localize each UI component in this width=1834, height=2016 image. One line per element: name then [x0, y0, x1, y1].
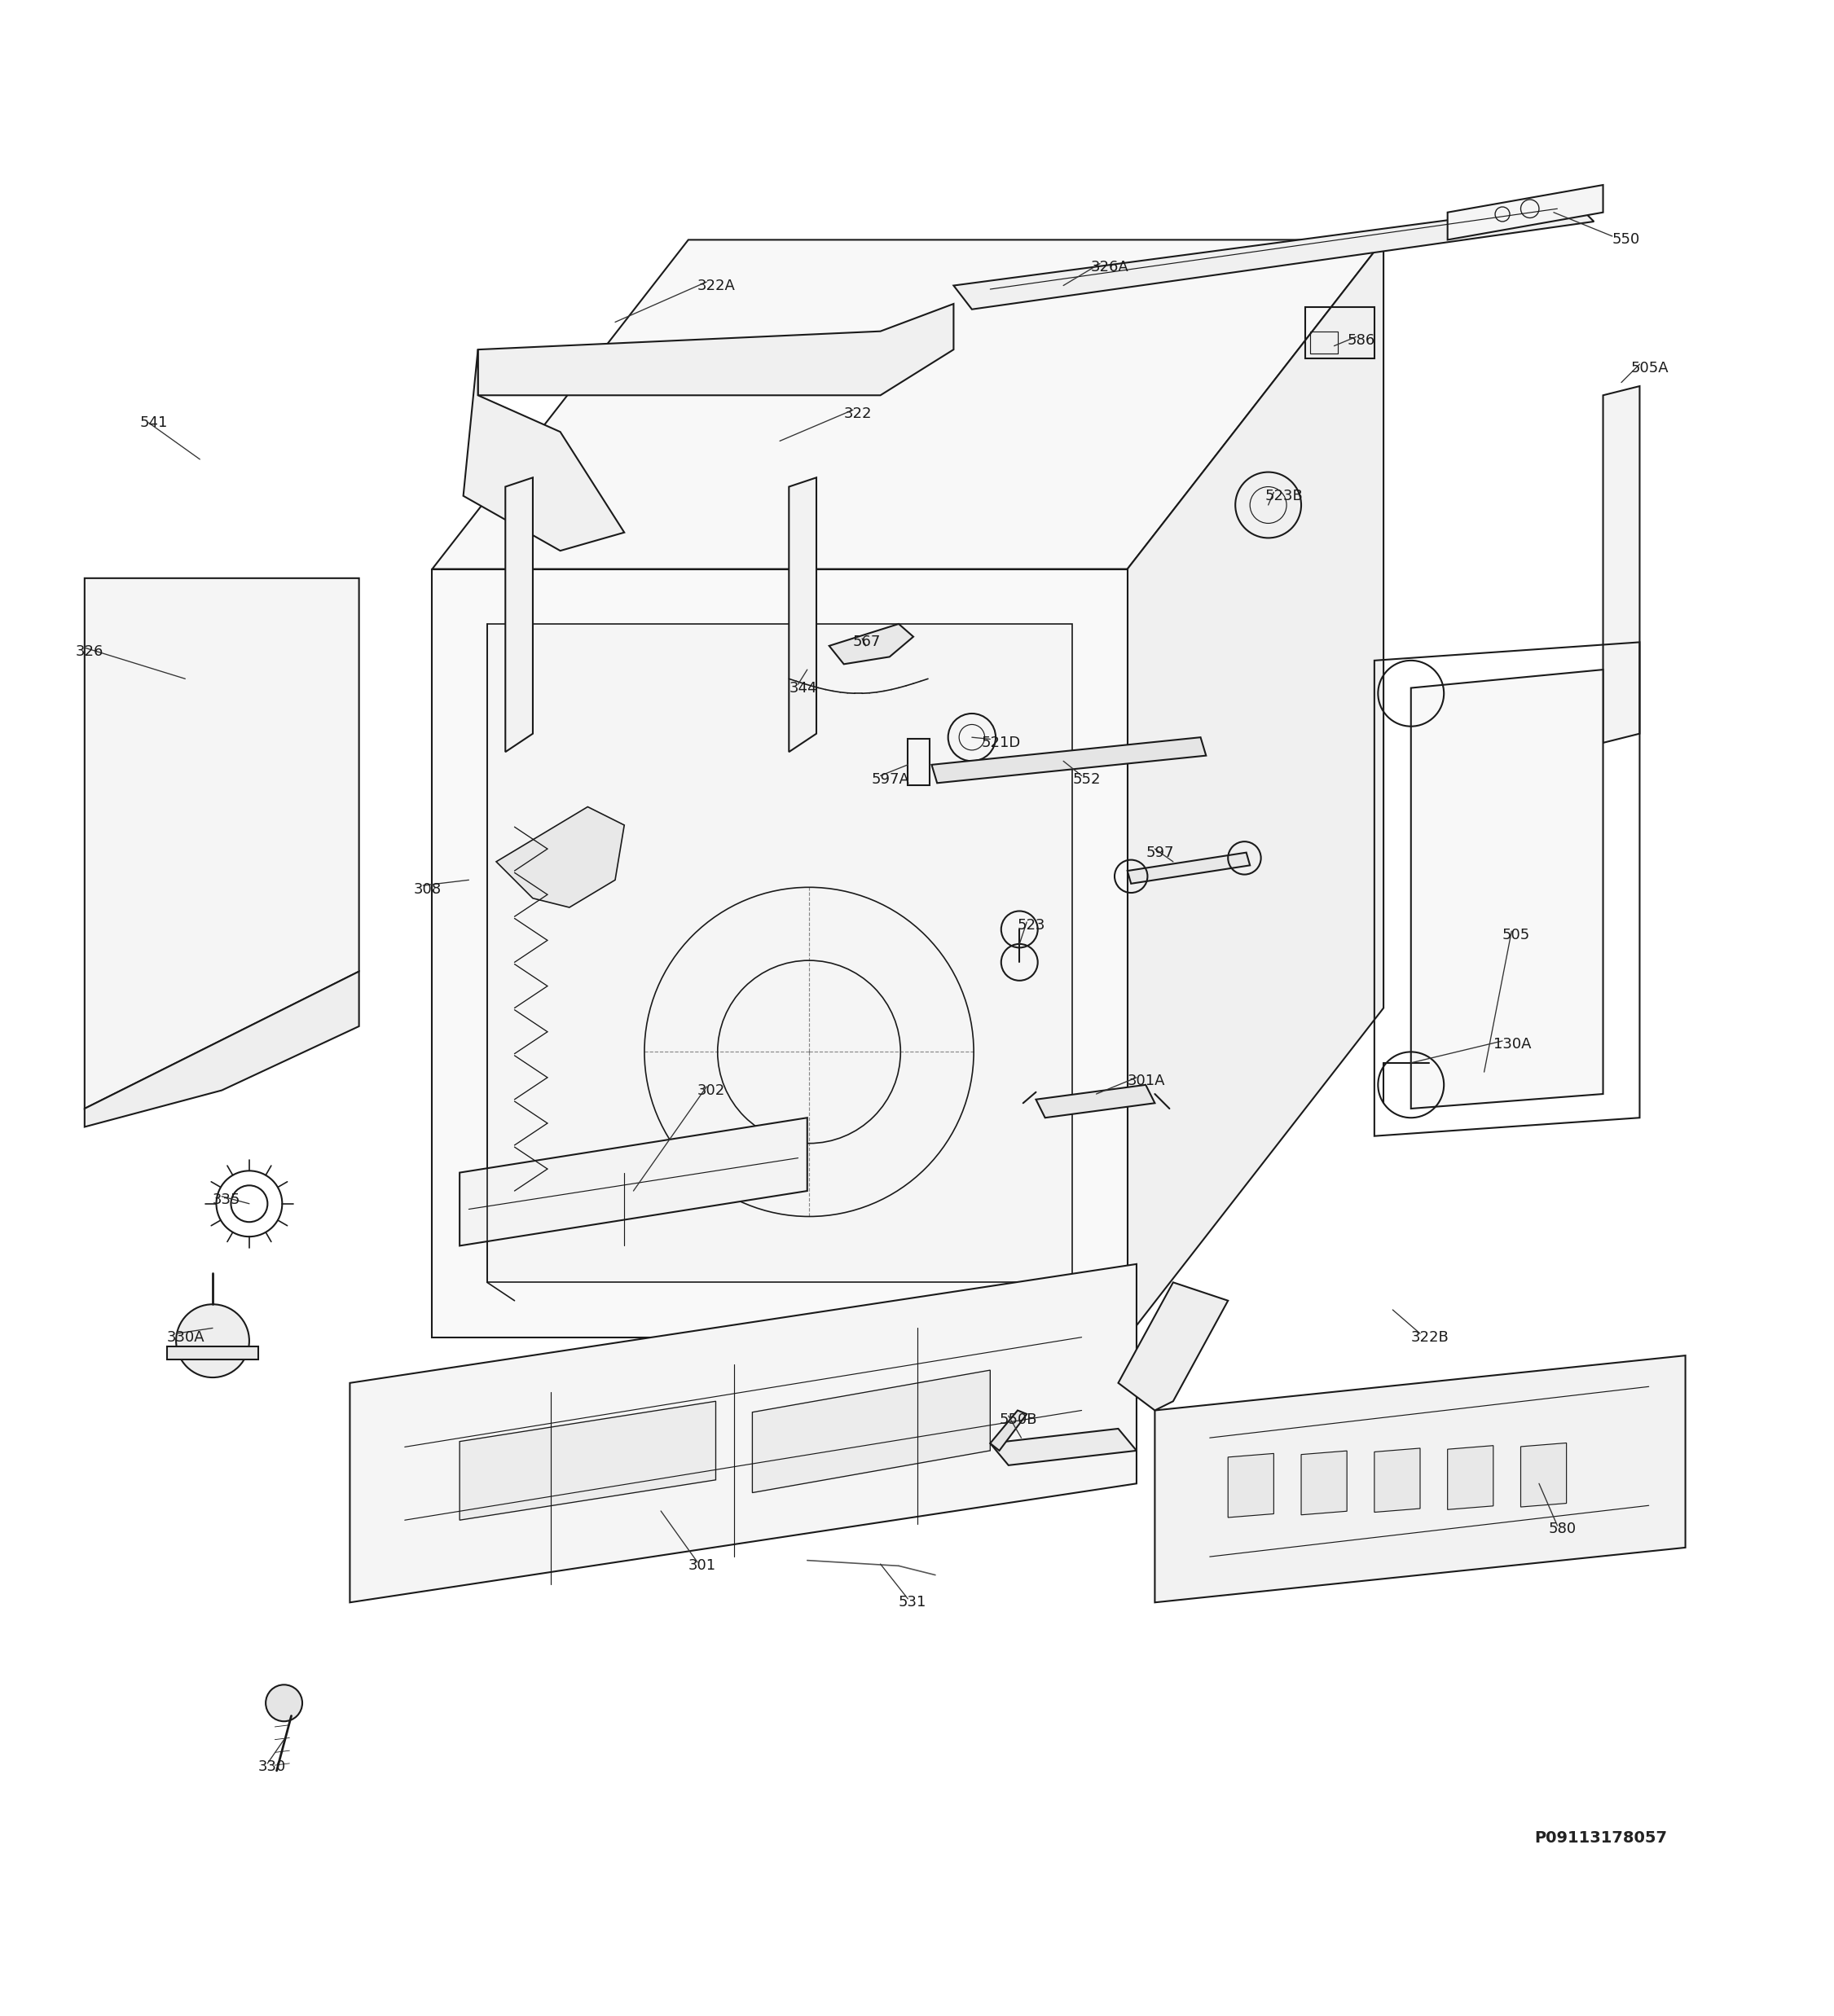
- Polygon shape: [1128, 240, 1383, 1337]
- Text: 330: 330: [259, 1760, 286, 1774]
- Polygon shape: [990, 1429, 1137, 1466]
- Polygon shape: [433, 569, 1128, 1337]
- Bar: [488, 623, 1073, 1282]
- Text: 552: 552: [1073, 772, 1100, 786]
- Text: 541: 541: [139, 415, 167, 429]
- Polygon shape: [990, 1411, 1027, 1452]
- Text: 301A: 301A: [1128, 1075, 1165, 1089]
- Polygon shape: [460, 1117, 807, 1246]
- Text: 322B: 322B: [1410, 1331, 1449, 1345]
- Text: 531: 531: [899, 1595, 926, 1609]
- Polygon shape: [1119, 1282, 1229, 1411]
- Polygon shape: [789, 478, 816, 752]
- Text: 308: 308: [414, 881, 442, 897]
- Text: 322: 322: [844, 407, 871, 421]
- Bar: [1304, 308, 1374, 359]
- Polygon shape: [1520, 1443, 1566, 1506]
- Polygon shape: [1300, 1452, 1346, 1514]
- Text: 326: 326: [75, 643, 103, 659]
- Text: 523: 523: [1018, 919, 1045, 933]
- Polygon shape: [84, 579, 359, 1109]
- Text: P09113178057: P09113178057: [1535, 1831, 1667, 1847]
- Text: 326A: 326A: [1091, 260, 1130, 274]
- Polygon shape: [1447, 185, 1603, 240]
- Polygon shape: [1447, 1445, 1493, 1510]
- Polygon shape: [932, 738, 1207, 782]
- Polygon shape: [1410, 669, 1603, 1109]
- Polygon shape: [497, 806, 624, 907]
- Text: 521D: 521D: [981, 736, 1020, 750]
- Text: 597: 597: [1146, 845, 1174, 861]
- Polygon shape: [829, 623, 913, 663]
- Text: 301: 301: [688, 1558, 715, 1572]
- Text: 322A: 322A: [697, 278, 735, 292]
- Bar: [908, 740, 930, 784]
- Polygon shape: [1229, 1454, 1275, 1518]
- Text: 505: 505: [1502, 927, 1530, 941]
- Polygon shape: [464, 349, 624, 550]
- Polygon shape: [1128, 853, 1251, 883]
- Circle shape: [266, 1685, 303, 1722]
- Text: 523B: 523B: [1265, 488, 1302, 504]
- Text: 130A: 130A: [1493, 1038, 1531, 1052]
- Polygon shape: [479, 304, 954, 395]
- Text: 344: 344: [789, 681, 816, 696]
- Text: 586: 586: [1346, 333, 1376, 347]
- Polygon shape: [84, 972, 359, 1127]
- Text: 597A: 597A: [871, 772, 910, 786]
- Text: 335: 335: [213, 1193, 240, 1208]
- Polygon shape: [1374, 1447, 1420, 1512]
- Text: 505A: 505A: [1630, 361, 1669, 375]
- Bar: [1309, 331, 1337, 353]
- Polygon shape: [1603, 387, 1640, 742]
- Polygon shape: [954, 204, 1594, 308]
- Text: 567: 567: [853, 635, 880, 649]
- Polygon shape: [167, 1347, 259, 1359]
- Text: 580: 580: [1548, 1522, 1575, 1536]
- Polygon shape: [350, 1264, 1137, 1603]
- Polygon shape: [1036, 1085, 1155, 1117]
- Text: 330A: 330A: [167, 1331, 205, 1345]
- Polygon shape: [506, 478, 534, 752]
- Polygon shape: [433, 240, 1383, 569]
- Polygon shape: [1155, 1355, 1685, 1603]
- Text: 302: 302: [697, 1083, 726, 1097]
- Text: 550B: 550B: [1000, 1411, 1038, 1427]
- Polygon shape: [752, 1371, 990, 1492]
- Circle shape: [176, 1304, 249, 1377]
- Text: 550: 550: [1612, 232, 1640, 248]
- Polygon shape: [460, 1401, 715, 1520]
